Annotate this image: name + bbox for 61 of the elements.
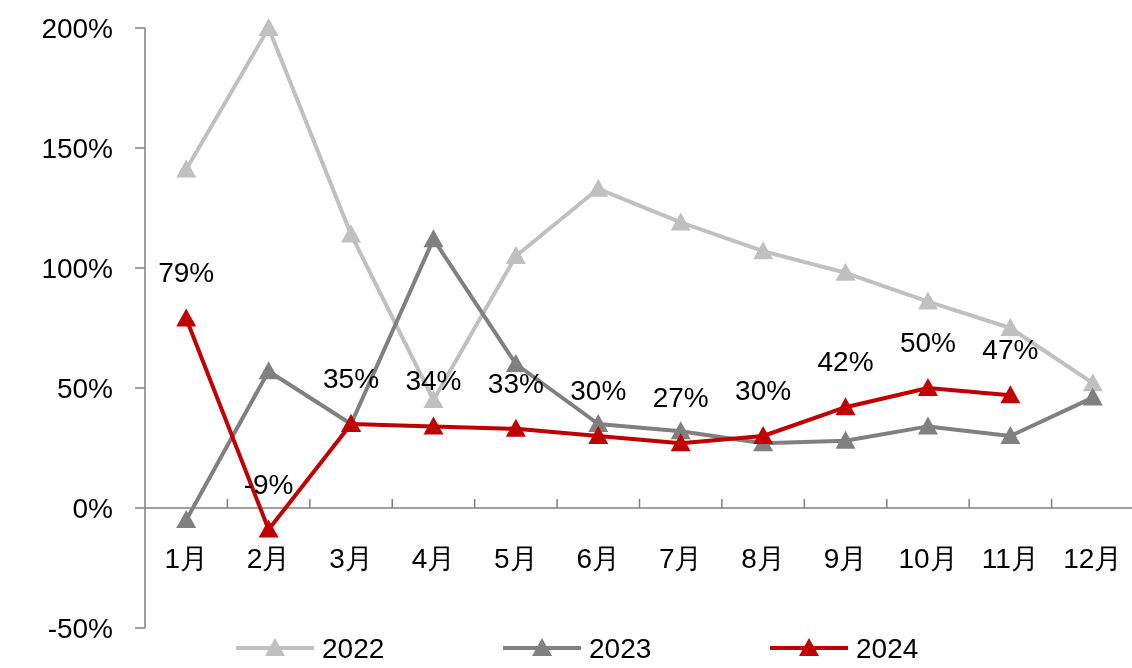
x-tick-label: 2月	[246, 543, 291, 574]
x-tick-label: 10月	[898, 543, 958, 574]
data-label: 34%	[405, 365, 462, 397]
legend-label: 2024	[856, 633, 919, 664]
point	[588, 426, 609, 444]
point	[670, 433, 691, 452]
data-label: 47%	[982, 334, 1039, 366]
y-tick-label: 50%	[56, 373, 113, 404]
point	[176, 159, 197, 178]
data-label: 30%	[735, 375, 792, 406]
data-label: 30%	[570, 375, 627, 406]
data-label: 50%	[899, 327, 956, 358]
point	[1000, 426, 1021, 444]
x-tick-label: 6月	[576, 543, 621, 574]
point	[341, 224, 362, 243]
point	[423, 416, 444, 435]
point	[505, 418, 526, 437]
point	[505, 354, 526, 372]
x-tick-label: 8月	[741, 543, 785, 574]
x-tick-label: 5月	[494, 543, 538, 574]
x-tick-label: 12月	[1063, 543, 1123, 574]
x-tick-label: 11月	[981, 543, 1039, 574]
point	[1082, 387, 1103, 406]
point	[753, 426, 774, 444]
data-label: 33%	[487, 367, 544, 399]
point	[258, 361, 279, 380]
point	[588, 178, 609, 197]
y-tick-label: -50%	[47, 613, 113, 644]
point	[258, 519, 279, 538]
point	[917, 291, 938, 310]
point	[1082, 373, 1103, 392]
point	[917, 378, 938, 396]
point	[1000, 318, 1021, 336]
point	[917, 416, 938, 435]
point	[176, 510, 197, 528]
data-label: 35%	[323, 363, 380, 394]
x-tick-label: 3月	[329, 543, 373, 574]
y-tick-label: 150%	[41, 133, 113, 164]
legend-label: 2022	[322, 633, 385, 664]
data-label: 27%	[652, 382, 709, 414]
point	[176, 308, 197, 327]
point	[835, 262, 856, 281]
x-tick-label: 1月	[164, 543, 208, 574]
y-tick-label: 200%	[41, 13, 113, 44]
x-tick-label: 7月	[658, 543, 703, 574]
y-tick-label: 100%	[41, 253, 113, 284]
data-label: 42%	[817, 346, 874, 378]
point	[753, 241, 774, 260]
data-label: 79%	[158, 257, 215, 289]
x-tick-label: 9月	[823, 543, 868, 574]
point	[670, 212, 691, 231]
legend-label: 2023	[589, 633, 652, 664]
point	[423, 229, 444, 248]
x-tick-label: 4月	[411, 543, 456, 574]
point	[505, 246, 526, 264]
point	[835, 430, 856, 449]
point	[258, 18, 279, 36]
point	[1000, 385, 1021, 404]
point	[423, 390, 444, 408]
point	[835, 397, 856, 416]
y-tick-label: 0%	[72, 493, 113, 524]
